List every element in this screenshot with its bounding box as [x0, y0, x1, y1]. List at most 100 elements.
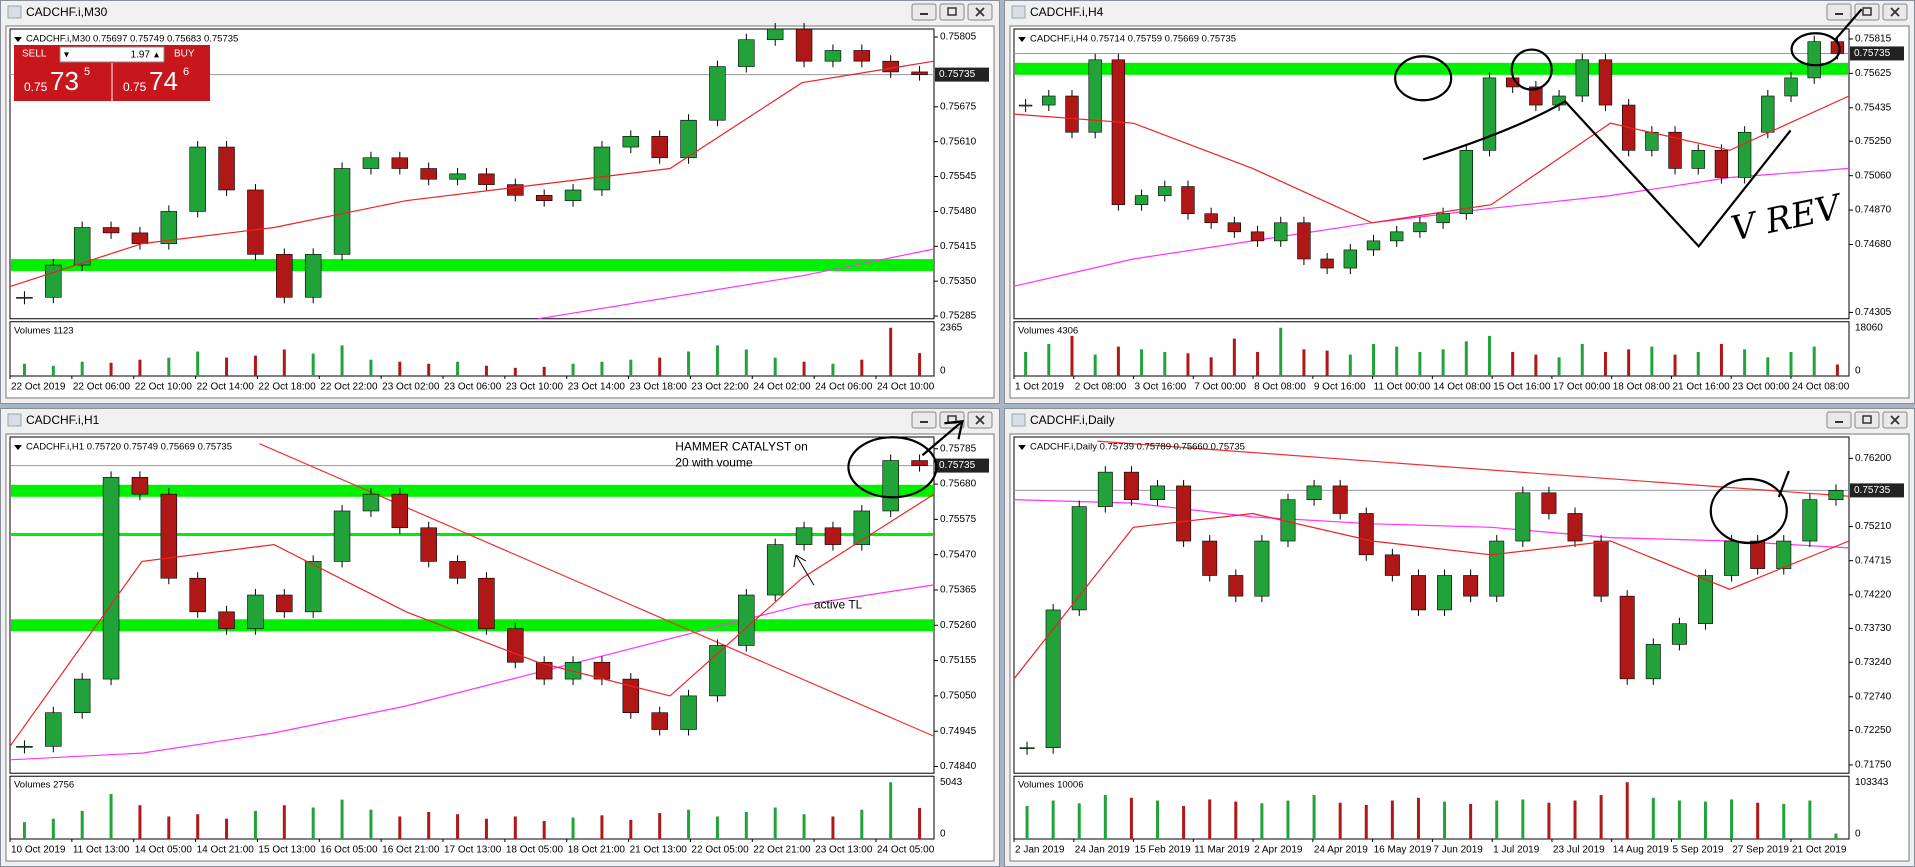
minimize-button[interactable] — [911, 3, 937, 21]
volume-bar — [687, 809, 691, 839]
x-tick-label: 2 Jan 2019 — [1015, 845, 1065, 856]
x-tick-label: 21 Oct 13:00 — [630, 845, 688, 856]
x-tick-label: 3 Oct 16:00 — [1135, 382, 1187, 393]
candle — [1019, 747, 1035, 750]
chart-area — [1009, 433, 1910, 862]
volume-bar — [889, 327, 893, 376]
y-tick-label: 0.75480 — [940, 206, 977, 217]
candle — [218, 146, 235, 191]
candle — [1619, 595, 1635, 680]
x-tick-label: 2 Apr 2019 — [1254, 845, 1303, 856]
candle — [1671, 623, 1687, 645]
chart-menu-arrow[interactable] — [1018, 37, 1026, 42]
x-tick-label: 23 Oct 13:00 — [815, 845, 873, 856]
lot-input[interactable] — [59, 46, 165, 63]
volume-bar — [1390, 800, 1394, 839]
candle — [131, 477, 149, 495]
volume-bar — [629, 819, 633, 839]
y-tick-label: 0.75785 — [940, 443, 977, 454]
candle — [766, 28, 784, 41]
volume-bar — [1812, 346, 1816, 376]
y-tick-label: 0.72740 — [1855, 691, 1892, 702]
volume-bar — [398, 361, 402, 376]
candle — [1366, 240, 1381, 251]
candle — [1668, 131, 1682, 169]
volume-bar — [196, 814, 200, 839]
volume-bar — [1534, 354, 1538, 376]
x-tick-label: 1 Oct 2019 — [1015, 382, 1064, 393]
candle — [102, 477, 120, 680]
volume-bar — [571, 817, 575, 839]
x-tick-label: 8 Oct 08:00 — [1254, 382, 1306, 393]
y-tick-label: 0.73730 — [1855, 623, 1892, 634]
volume-bar — [889, 782, 893, 839]
candle — [1463, 575, 1479, 597]
volume-bar — [542, 366, 546, 376]
volume-bar — [571, 363, 575, 376]
y-tick-label: 0.76200 — [1855, 453, 1892, 464]
y-tick-label: 0.74715 — [1855, 555, 1892, 566]
candle — [1529, 86, 1543, 106]
candle — [16, 296, 33, 299]
candle — [911, 71, 928, 75]
restore-button[interactable] — [1854, 411, 1880, 429]
volume-bar — [1703, 801, 1707, 839]
chart-menu-arrow[interactable] — [14, 37, 22, 42]
candle — [1567, 513, 1583, 542]
volume-bar — [51, 365, 55, 376]
volume-bar — [225, 357, 229, 376]
y-tick-label: 0.75285 — [940, 311, 977, 322]
volume-bar — [196, 351, 200, 376]
support-zone — [11, 484, 933, 497]
volume-bar — [513, 367, 517, 376]
chart-menu-arrow[interactable] — [14, 445, 22, 450]
volume-bar — [340, 345, 344, 376]
volume-bar — [802, 361, 806, 376]
volume-bar — [109, 793, 113, 839]
x-tick-label: 22 Oct 2019 — [11, 382, 66, 393]
y-tick-label: 0.75365 — [940, 585, 977, 596]
restore-button[interactable] — [1854, 3, 1880, 21]
volume-bar — [658, 357, 662, 376]
volume-label: Volumes 10006 — [1018, 780, 1084, 791]
buy-price-button[interactable] — [113, 63, 210, 101]
drawn-arrow — [1777, 470, 1790, 498]
minimize-button[interactable] — [1826, 411, 1852, 429]
volume-bar — [22, 363, 26, 376]
candle — [1459, 150, 1473, 215]
minimize-button[interactable] — [1826, 3, 1852, 21]
price-box — [1850, 483, 1904, 498]
volume-bar — [138, 359, 142, 376]
y-tick-label: 0.75470 — [940, 549, 977, 560]
x-tick-label: 23 Jul 2019 — [1553, 845, 1605, 856]
x-tick-label: 23 Oct 00:00 — [1732, 382, 1790, 393]
candle — [738, 594, 755, 646]
main-panel-border — [9, 28, 935, 320]
candle — [564, 189, 582, 202]
x-tick-label: 18 Oct 05:00 — [506, 845, 564, 856]
x-tick-label: 15 Oct 13:00 — [258, 845, 316, 856]
chart-menu-arrow[interactable] — [1018, 445, 1026, 450]
volume-bar — [1234, 801, 1238, 839]
sell-button[interactable] — [14, 45, 58, 63]
buy-price-pips: 74 — [149, 66, 178, 96]
candle — [391, 157, 409, 169]
volume-tick-label: 18060 — [1855, 322, 1883, 333]
candle — [535, 661, 553, 680]
lot-value: 1.97 — [131, 50, 151, 61]
restore-button[interactable] — [939, 3, 965, 21]
volume-bar — [456, 814, 460, 839]
volume-bar — [253, 810, 257, 839]
volume-bar — [1163, 351, 1167, 376]
volume-bar — [600, 815, 604, 839]
sell-price-button[interactable] — [14, 63, 111, 101]
volume-bar — [542, 820, 546, 839]
minimize-button[interactable] — [911, 411, 937, 429]
volume-bar — [1627, 349, 1631, 376]
volume-bar — [22, 822, 26, 839]
volume-bar — [1209, 357, 1213, 376]
volume-bar — [658, 813, 662, 839]
y-tick-label: 0.75260 — [940, 620, 977, 631]
volume-bar — [1047, 343, 1051, 376]
candle — [1306, 485, 1322, 500]
